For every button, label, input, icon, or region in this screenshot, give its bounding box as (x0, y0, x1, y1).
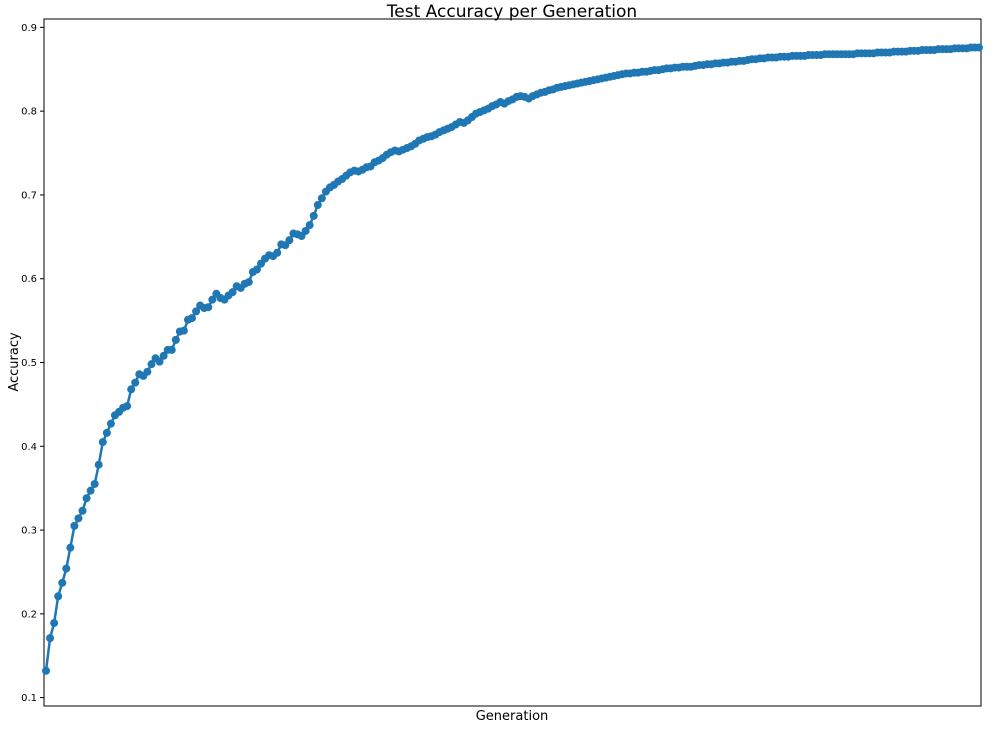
data-point-marker (70, 521, 79, 530)
data-point-marker (167, 345, 176, 354)
data-point-marker (171, 335, 180, 344)
data-point-marker (98, 438, 107, 447)
data-point-marker (313, 200, 322, 209)
data-point-marker (208, 295, 217, 304)
data-point-marker (62, 564, 71, 573)
data-point-marker (102, 428, 111, 437)
accuracy-series-line (44, 46, 979, 671)
y-tick-label: 0.3 (21, 526, 37, 537)
data-point-marker (252, 265, 261, 274)
data-point-marker (204, 303, 213, 312)
plot-area-frame (43, 18, 982, 707)
data-point-marker (94, 460, 103, 469)
data-point-marker (82, 494, 91, 503)
data-point-marker (58, 578, 67, 587)
y-tick-label: 0.6 (21, 274, 37, 285)
data-point-marker (309, 211, 318, 220)
data-point-marker (179, 326, 188, 335)
y-axis-label: Accuracy (7, 332, 22, 392)
chart-title: Test Accuracy per Generation (386, 2, 637, 22)
y-tick-label: 0.7 (21, 190, 37, 201)
data-point-marker (50, 619, 59, 628)
data-point-marker (123, 402, 132, 411)
y-tick-label: 0.1 (21, 693, 37, 704)
y-tick-label: 0.5 (21, 358, 37, 369)
data-point-marker (975, 43, 983, 52)
data-point-marker (86, 486, 95, 495)
data-point-marker (147, 360, 156, 369)
data-point-marker (188, 314, 197, 323)
data-point-marker (273, 248, 282, 257)
data-point-marker (66, 543, 75, 552)
data-point-marker (192, 307, 201, 316)
data-point-marker (305, 221, 314, 230)
series-layer (42, 43, 983, 675)
data-point-marker (143, 367, 152, 376)
data-point-marker (46, 634, 55, 643)
data-point-marker (285, 236, 294, 245)
data-point-marker (106, 419, 115, 428)
data-point-marker (127, 385, 136, 394)
data-point-marker (317, 194, 326, 203)
y-axis: 0.1 0.2 0.3 0.4 0.5 0.6 0.7 0.8 0.9 (21, 23, 44, 704)
data-point-marker (155, 357, 164, 366)
data-point-marker (131, 378, 140, 387)
data-point-marker (74, 514, 83, 523)
data-point-marker (301, 226, 310, 235)
y-tick-label: 0.9 (21, 23, 37, 34)
data-point-marker (54, 592, 63, 601)
y-tick-label: 0.2 (21, 609, 37, 620)
data-point-marker (42, 666, 50, 675)
data-point-marker (159, 351, 168, 360)
data-point-marker (78, 506, 87, 515)
y-tick-label: 0.8 (21, 107, 37, 118)
y-tick-label: 0.4 (21, 442, 37, 453)
data-point-marker (228, 288, 237, 297)
data-point-marker (244, 278, 253, 287)
x-axis-label: Generation (476, 709, 549, 724)
data-point-marker (90, 479, 99, 488)
